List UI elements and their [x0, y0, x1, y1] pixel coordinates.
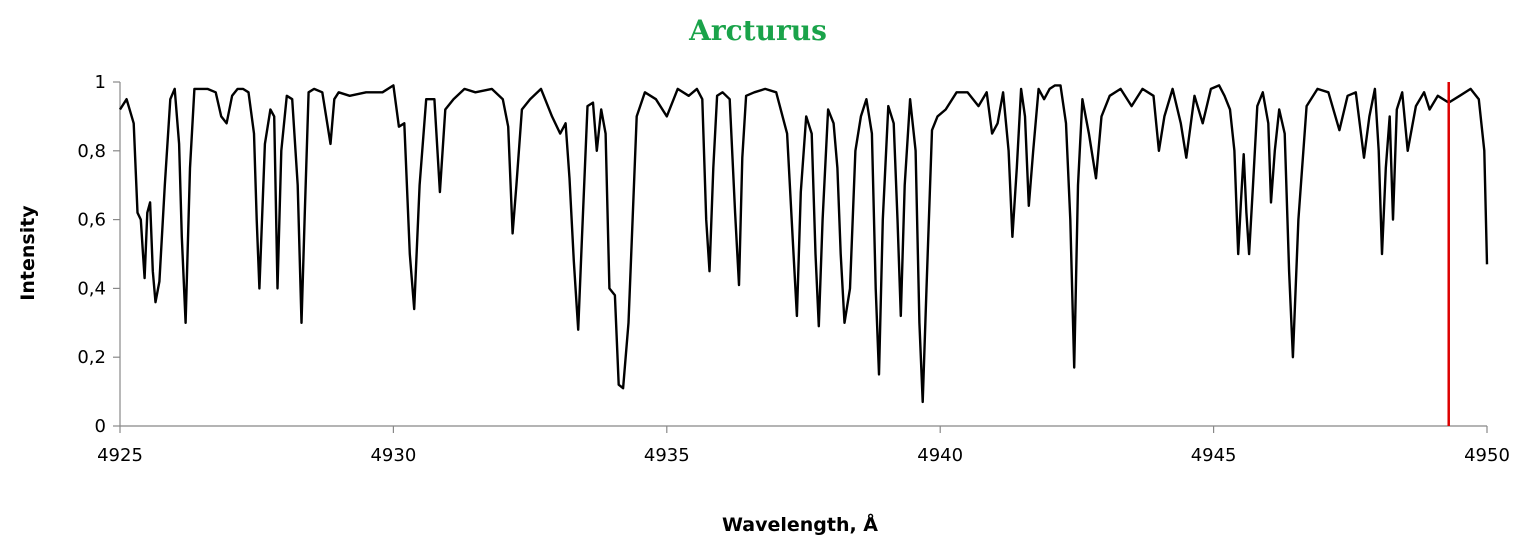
y-tick-label: 0: [95, 416, 106, 437]
spectrum-line: [118, 84, 1489, 404]
x-tick-label: 4935: [644, 445, 690, 466]
chart-title: Arcturus: [688, 14, 827, 47]
y-axis: 0 0,2 0,4 0,6 0,8 1: [77, 72, 121, 437]
x-tick-label: 4950: [1464, 445, 1510, 466]
x-tick-label: 4925: [97, 445, 143, 466]
y-tick-label: 0,6: [77, 210, 106, 231]
y-tick-label: 0,8: [77, 141, 106, 162]
x-tick-label: 4945: [1191, 445, 1237, 466]
y-axis-title: Intensity: [17, 205, 39, 301]
y-tick-label: 0,2: [77, 347, 106, 368]
y-tick-label: 1: [95, 72, 106, 93]
x-axis-title: Wavelength, Å: [722, 512, 878, 536]
x-tick-label: 4930: [370, 445, 416, 466]
plot-area: [118, 82, 1489, 426]
x-axis: 4925 4930 4935 4940 4945 4950: [97, 425, 1510, 466]
x-tick-label: 4940: [917, 445, 963, 466]
y-tick-label: 0,4: [77, 278, 106, 299]
